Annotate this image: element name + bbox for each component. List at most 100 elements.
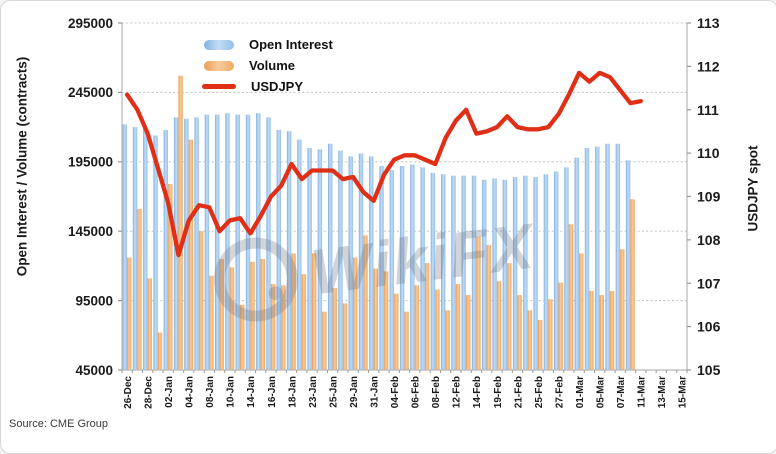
x-axis-date-label: 08-Feb: [431, 376, 442, 408]
volume-bar: [435, 289, 440, 370]
open-interest-bar: [399, 165, 405, 370]
x-axis-date-label: 14-Feb: [472, 376, 483, 408]
left-axis-tick-label: 195000: [68, 155, 113, 170]
volume-bar: [281, 285, 286, 370]
volume-bar: [424, 263, 430, 370]
open-interest-bar: [461, 175, 466, 370]
open-interest-bar: [163, 129, 169, 370]
legend-item-usdjpy: USDJPY: [202, 79, 333, 94]
x-axis-date-label: 21-Feb: [513, 376, 524, 408]
volume-bar: [250, 261, 255, 370]
volume-bar: [383, 271, 389, 370]
open-interest-bar: [625, 160, 631, 370]
open-interest-bar: [122, 124, 127, 370]
right-axis-title: USDJPY spot: [745, 145, 761, 232]
volume-bar: [342, 303, 348, 370]
volume-bar: [209, 275, 214, 370]
source-label: Source: CME Group: [9, 418, 109, 430]
right-axis-tick-label: 111: [697, 102, 719, 118]
volume-bar: [188, 139, 194, 370]
open-interest-bar: [533, 177, 538, 370]
volume-bar: [486, 245, 491, 370]
left-axis-tick-label: 245000: [68, 85, 113, 100]
open-interest-bar: [502, 179, 508, 370]
right-axis-tick-label: 112: [697, 58, 720, 74]
volume-bar: [455, 283, 461, 370]
open-interest-bar: [512, 177, 518, 370]
left-axis-tick-label: 95000: [75, 293, 113, 308]
open-interest-bar: [430, 172, 436, 370]
volume-bar: [599, 295, 604, 370]
x-axis-date-label: 13-Mar: [657, 376, 668, 408]
x-axis-date-label: 02-Jan: [164, 376, 175, 408]
legend-item-volume: Volume: [204, 58, 333, 73]
x-axis-date-label: 04-Feb: [390, 376, 401, 408]
open-interest-bar: [553, 171, 559, 370]
x-axis-date-label: 31-Jan: [369, 376, 380, 408]
open-interest-bar: [451, 175, 456, 370]
open-interest-bar: [615, 143, 621, 370]
volume-bar: [414, 285, 420, 370]
volume-bar: [270, 283, 276, 370]
volume-bar: [301, 274, 307, 370]
x-axis-date-label: 15-Mar: [678, 376, 689, 408]
open-interest-bar: [286, 131, 292, 370]
volume-bar: [466, 295, 471, 370]
open-interest-bar: [204, 114, 210, 370]
open-interest-bar: [225, 113, 230, 370]
open-interest-bar: [235, 114, 240, 370]
x-axis-date-label: 19-Feb: [493, 376, 504, 408]
volume-bar: [548, 299, 553, 370]
volume-bar: [445, 310, 450, 370]
left-axis-tick-label: 295000: [68, 16, 113, 31]
open-interest-bar: [574, 157, 579, 370]
volume-bar: [157, 332, 163, 370]
legend-label-volume: Volume: [249, 58, 295, 73]
open-interest-bar: [584, 147, 590, 370]
volume-bar: [219, 258, 224, 370]
open-interest-bar: [338, 150, 343, 370]
open-interest-bar: [523, 175, 528, 370]
open-interest-bar: [358, 153, 364, 370]
open-interest-bar: [379, 165, 384, 370]
left-axis-tick-label: 45000: [75, 363, 113, 378]
open-interest-bar: [492, 178, 497, 370]
open-interest-bar: [543, 174, 549, 370]
x-axis-date-label: 12-Feb: [452, 376, 463, 408]
volume-bar: [168, 184, 173, 370]
x-axis-date-label: 29-Jan: [349, 376, 360, 408]
x-axis-date-label: 26-Dec: [123, 376, 134, 409]
x-axis-date-label: 23-Jan: [308, 376, 319, 408]
volume-bar: [558, 282, 563, 370]
x-axis-date-label: 05-Mar: [595, 376, 606, 408]
right-axis-tick-label: 105: [697, 362, 721, 378]
open-interest-bar: [369, 156, 374, 370]
volume-bar: [476, 236, 481, 370]
open-interest-bar: [297, 139, 302, 370]
volume-bar: [332, 288, 337, 370]
x-axis-date-label: 28-Dec: [143, 376, 154, 409]
volume-bar: [404, 311, 409, 370]
open-interest-bar: [389, 170, 395, 370]
legend: Open Interest Volume USDJPY: [202, 37, 333, 94]
open-interest-bar: [266, 117, 271, 370]
open-interest-bar: [348, 156, 353, 370]
open-interest-bar: [327, 143, 333, 370]
right-axis-tick-label: 109: [697, 189, 721, 205]
open-interest-bar: [420, 167, 425, 370]
legend-label-usdjpy: USDJPY: [251, 79, 304, 94]
legend-label-open-interest: Open Interest: [249, 37, 333, 52]
volume-bar: [496, 281, 502, 370]
volume-bar: [363, 235, 368, 370]
volume-bar: [517, 295, 522, 370]
open-interest-bar: [595, 146, 600, 370]
volume-bar: [507, 263, 512, 370]
x-axis-date-label: 01-Mar: [575, 376, 586, 408]
open-interest-bar: [194, 117, 199, 370]
usdjpy-line-swatch-icon: [202, 83, 236, 90]
volume-bar: [579, 253, 584, 370]
open-interest-bar: [440, 174, 446, 370]
volume-bar: [178, 75, 183, 370]
volume-bar: [198, 231, 204, 370]
volume-bar: [127, 257, 132, 370]
